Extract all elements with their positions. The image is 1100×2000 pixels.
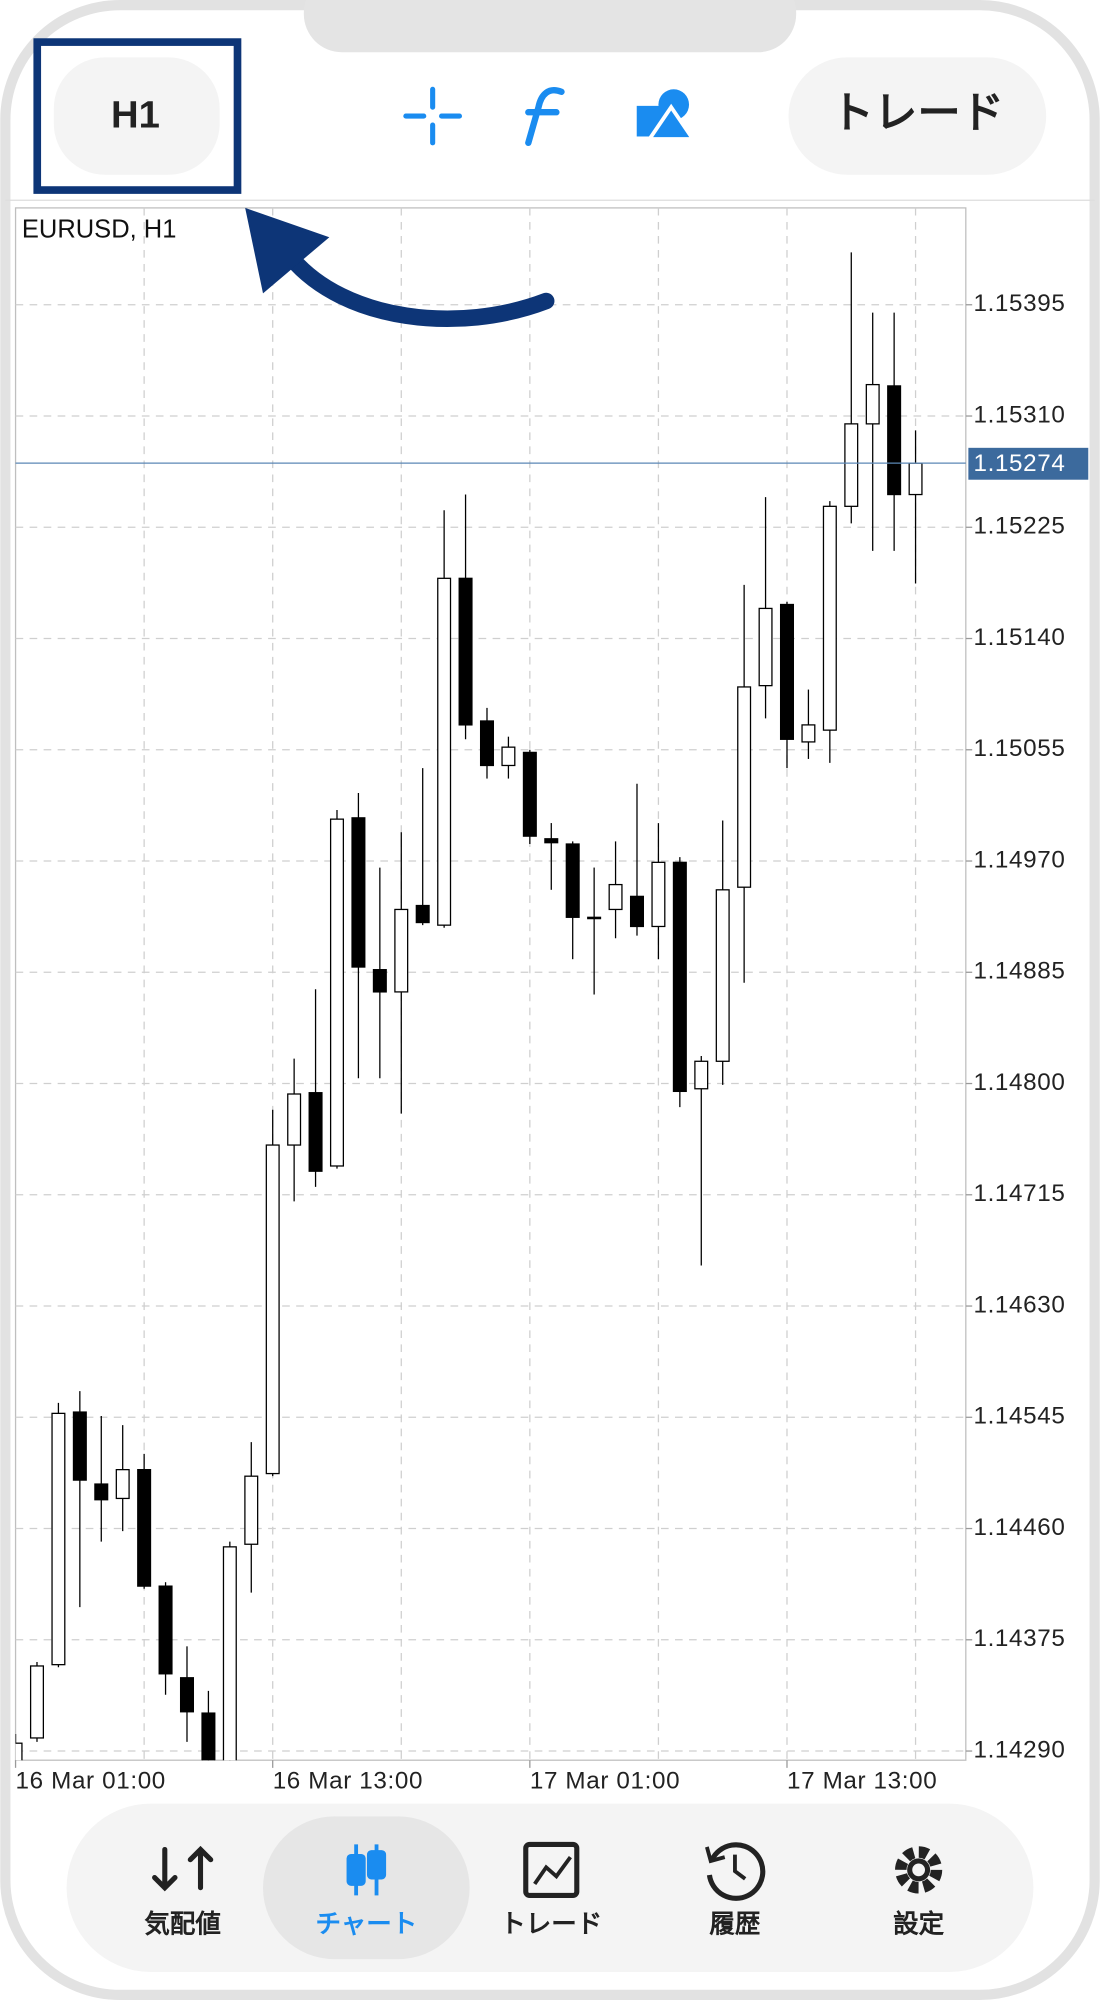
candle-body (715, 889, 730, 1062)
candle-body (415, 904, 430, 924)
candle-body (501, 746, 516, 767)
candle-body (544, 838, 559, 844)
y-tick-label: 1.14800 (973, 1069, 1065, 1096)
tab-label: チャート (315, 1911, 417, 1939)
candle-body (222, 1546, 237, 1761)
candle-body (115, 1469, 130, 1500)
candle-body (287, 1093, 302, 1146)
candle-body (394, 908, 409, 993)
tab-icon (895, 1846, 943, 1894)
notch (303, 0, 797, 53)
objects-icon[interactable] (636, 89, 697, 141)
candle-body (437, 577, 452, 926)
trade-button-label: トレード (831, 90, 1004, 138)
x-tick-label: 16 Mar 13:00 (273, 1767, 423, 1794)
tab-label: 履歴 (709, 1911, 761, 1939)
y-tick-label: 1.14460 (973, 1514, 1065, 1541)
y-tick-label: 1.15225 (973, 513, 1065, 540)
y-tick-label: 1.14290 (973, 1736, 1065, 1763)
current-price-label: 1.15274 (973, 450, 1065, 477)
x-tick-label: 16 Mar 01:00 (16, 1767, 166, 1794)
highlight-box (33, 38, 242, 194)
candle-body (329, 818, 345, 1167)
y-tick-label: 1.15395 (973, 290, 1065, 317)
tab-bar (66, 1803, 1034, 1972)
candle-body (565, 843, 580, 918)
tab-active-bg (263, 1816, 470, 1960)
candle-body (308, 1092, 323, 1172)
chart-title: EURUSD, H1 (22, 216, 176, 244)
candle-body (801, 724, 816, 743)
candle-body (779, 603, 795, 740)
candle-body (72, 1411, 87, 1481)
timeframe-button[interactable] (53, 57, 220, 175)
candle-body (479, 720, 495, 767)
candle-body (844, 423, 859, 507)
tab-item[interactable]: 設定 (893, 1846, 945, 1939)
candle-body (372, 969, 387, 993)
annotation-arrow (282, 249, 555, 327)
y-tick-label: 1.14715 (973, 1180, 1065, 1207)
candle-body (201, 1712, 216, 1761)
timeframe-label: H1 (111, 93, 160, 136)
candle-body (608, 883, 623, 911)
tab-icon (523, 1841, 580, 1898)
candle-body (651, 861, 666, 928)
candle-body (29, 1665, 45, 1739)
candle-body (672, 861, 687, 1093)
x-tick-label: 17 Mar 01:00 (530, 1767, 680, 1794)
tab-label: トレード (500, 1911, 602, 1939)
y-tick-label: 1.15140 (973, 624, 1065, 651)
tab-list: 気配値 チャート トレード 履歴 設定 (144, 1816, 945, 1960)
tab-item[interactable]: トレード (500, 1841, 602, 1939)
candle-body (758, 607, 773, 687)
plot-area (14, 207, 967, 1761)
candle-body (522, 751, 537, 837)
tab-icon (152, 1845, 214, 1892)
y-tick-label: 1.14970 (973, 846, 1065, 873)
y-tick-label: 1.14375 (973, 1625, 1065, 1652)
candle-body (694, 1060, 709, 1090)
candle-body (458, 577, 473, 726)
candle-body (737, 686, 752, 888)
candle-body (351, 817, 366, 968)
tab-icon (346, 1844, 387, 1896)
trade-button[interactable] (788, 57, 1047, 175)
chart: 1.14290 1.14375 1.14460 1.14545 1.14630 1.147… (14, 207, 1089, 1794)
candle-body (865, 383, 880, 425)
y-tick-label: 1.15055 (973, 735, 1065, 762)
tab-icon (705, 1842, 766, 1901)
candle-body (822, 505, 837, 731)
tab-item[interactable]: チャート (263, 1816, 470, 1960)
tab-item[interactable]: 履歴 (705, 1842, 766, 1939)
tab-item[interactable]: 気配値 (144, 1845, 221, 1939)
candle-body (94, 1483, 109, 1501)
tab-label: 気配値 (144, 1910, 221, 1939)
candle-body (179, 1677, 195, 1713)
candle-body (265, 1144, 280, 1475)
candle-body (51, 1412, 66, 1666)
x-tick-label: 17 Mar 13:00 (787, 1767, 937, 1794)
y-tick-label: 1.14545 (973, 1403, 1065, 1430)
crosshair-icon[interactable] (403, 86, 462, 146)
candle-body (158, 1585, 173, 1675)
indicator-icon[interactable] (525, 87, 565, 147)
candle-body (587, 916, 602, 920)
current-price-box (968, 447, 1089, 480)
tab-label: 設定 (893, 1910, 945, 1939)
candle-body (629, 895, 645, 928)
candle-body (15, 1742, 23, 1761)
y-tick-label: 1.14885 (973, 958, 1065, 985)
candle-body (137, 1469, 152, 1587)
candle-body (908, 462, 923, 496)
candle-body (887, 385, 902, 496)
candle-body (244, 1475, 259, 1545)
annotation-arrowhead (245, 207, 330, 294)
candles (15, 252, 923, 1761)
y-tick-label: 1.15310 (973, 401, 1065, 428)
y-tick-label: 1.14630 (973, 1291, 1065, 1318)
